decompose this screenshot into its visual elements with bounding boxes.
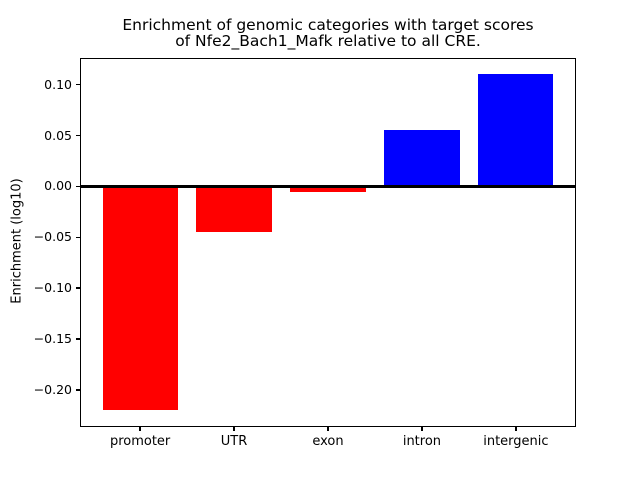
plot-area-frame [80, 57, 576, 427]
y-tick-label: −0.10 [33, 280, 72, 296]
chart-title: Enrichment of genomic categories with ta… [80, 17, 576, 49]
y-tick-label: −0.20 [33, 381, 72, 397]
x-tick-mark [139, 427, 141, 431]
y-tick-mark [76, 83, 80, 86]
y-tick-label: 0.10 [44, 76, 72, 92]
y-tick-label: 0.00 [44, 178, 72, 194]
x-tick-label-intergenic: intergenic [483, 434, 549, 449]
y-tick-mark [76, 185, 80, 188]
y-tick-mark [76, 134, 80, 137]
x-tick-mark [421, 427, 423, 431]
y-tick-mark [76, 338, 80, 340]
x-tick-label-exon: exon [312, 434, 344, 449]
y-tick-label: −0.05 [33, 229, 72, 245]
bar-UTR [196, 186, 272, 233]
y-tick-label: 0.05 [44, 127, 72, 143]
zero-line [80, 185, 576, 188]
bar-exon [290, 186, 366, 193]
x-tick-mark [515, 427, 517, 431]
y-tick-label: −0.15 [33, 330, 72, 346]
bar-intergenic [478, 74, 554, 187]
y-tick-mark [76, 287, 80, 289]
y-tick-mark [76, 236, 80, 238]
chart-title-line1: Enrichment of genomic categories with ta… [122, 16, 534, 34]
bar-promoter [102, 186, 178, 411]
x-tick-label-UTR: UTR [220, 434, 248, 449]
y-tick-mark [76, 389, 80, 391]
x-tick-label-promoter: promoter [109, 434, 171, 449]
x-tick-mark [327, 427, 329, 431]
x-tick-mark [233, 427, 235, 431]
chart-title-line2: of Nfe2_Bach1_Mafk relative to all CRE. [175, 32, 481, 50]
x-tick-label-intron: intron [402, 434, 442, 449]
bar-intron [384, 130, 460, 187]
